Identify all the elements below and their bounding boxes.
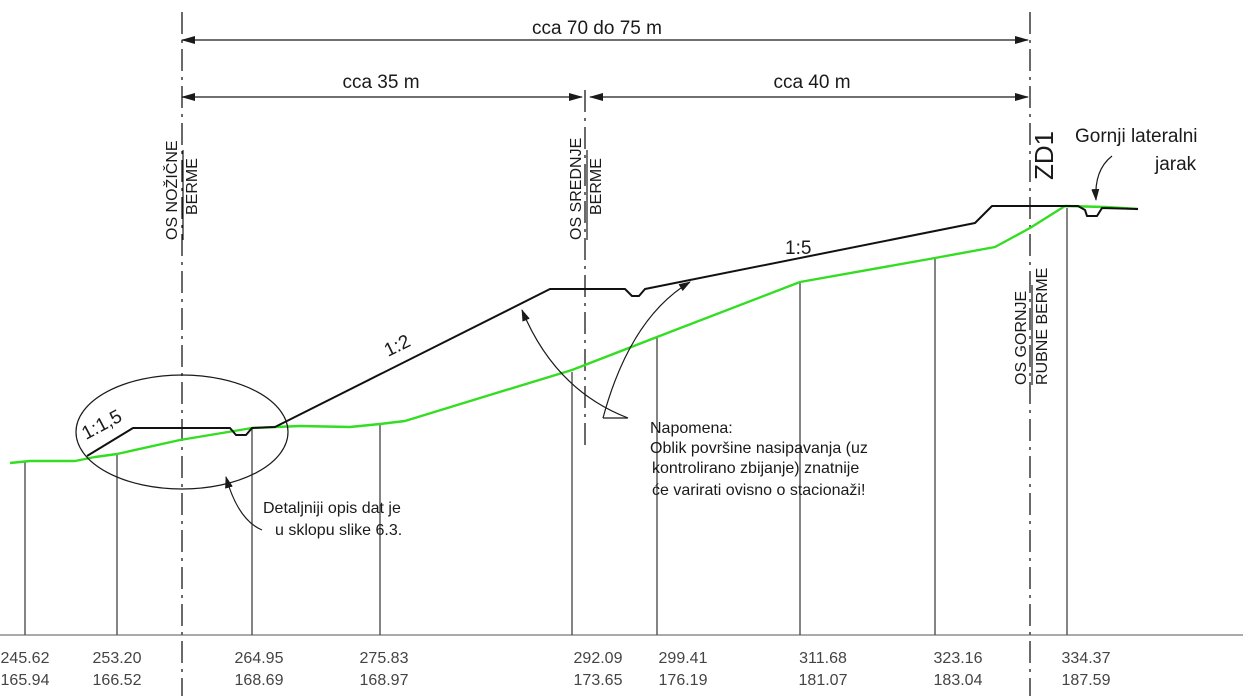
station-value: 334.37 (1062, 650, 1111, 667)
dimension-lines: cca 70 do 75 m cca 35 m cca 40 m (181, 18, 1029, 101)
elevation-value: 168.97 (360, 672, 409, 689)
slope-label-1: 1:1,5 (78, 406, 125, 444)
axis-lines (181, 12, 1031, 696)
station-table: 245.62 165.94 253.20 166.52 264.95 168.6… (1, 650, 1111, 689)
note-line-1: Oblik površine nasipavanja (uz (650, 440, 868, 457)
upper-berm-label-2: RUBNE BERME (1034, 268, 1051, 385)
station-value: 323.16 (934, 650, 983, 667)
elevation-value: 187.59 (1062, 672, 1111, 689)
elevation-value: 168.69 (235, 672, 284, 689)
ditch-label-line-2: jarak (1154, 154, 1197, 175)
station-value: 311.68 (799, 650, 847, 667)
fill-surface-line (86, 205, 1139, 457)
note-line-3: će varirati ovisno o stacionaži! (652, 482, 865, 499)
left-width-label: cca 35 m (342, 72, 419, 93)
note-title: Napomena: (650, 420, 733, 437)
station-value: 275.83 (360, 650, 409, 667)
middle-berm-label-2: BERME (588, 158, 605, 215)
right-width-label: cca 40 m (773, 72, 850, 93)
detail-arrow (225, 476, 263, 531)
total-width-label: cca 70 do 75 m (532, 18, 662, 39)
ditch-label-line-1: Gornji lateralni (1075, 126, 1198, 147)
elevation-value: 181.07 (799, 672, 848, 689)
detail-ellipse (75, 374, 289, 490)
station-value: 245.62 (1, 650, 50, 667)
station-ordinates (24, 208, 1068, 635)
elevation-value: 166.52 (93, 672, 142, 689)
note-arc-left (521, 309, 629, 419)
elevation-value: 183.04 (934, 672, 983, 689)
terrain-line (9, 204, 1139, 465)
elevation-value: 176.19 (659, 672, 708, 689)
station-value: 253.20 (93, 650, 142, 667)
note-arc-right (602, 281, 691, 419)
detail-note-line-1: Detaljniji opis dat je (263, 500, 401, 517)
elevation-value: 165.94 (1, 672, 50, 689)
axis-labels: OS NOŽIČNE BERME OS SREDNJE BERME OS GOR… (162, 131, 1059, 385)
upper-berm-label-1: OS GORNJE (1013, 291, 1030, 385)
toe-berm-label-2: BERME (184, 158, 201, 215)
toe-berm-label-1: OS NOŽIČNE (162, 140, 181, 240)
detail-note-line-2: u sklopu slike 6.3. (275, 522, 402, 539)
station-value: 299.41 (659, 650, 708, 667)
slope-label-3: 1:5 (785, 238, 811, 259)
zd1-label: ZD1 (1029, 131, 1059, 180)
elevation-value: 173.65 (574, 672, 623, 689)
station-value: 292.09 (574, 650, 623, 667)
station-value: 264.95 (235, 650, 284, 667)
note-line-2: kontrolirano zbijanje) znatnije (652, 460, 859, 477)
slope-label-2: 1:2 (381, 331, 414, 361)
middle-berm-label-1: OS SREDNJE (568, 138, 585, 240)
ditch-arrow (1091, 155, 1113, 201)
